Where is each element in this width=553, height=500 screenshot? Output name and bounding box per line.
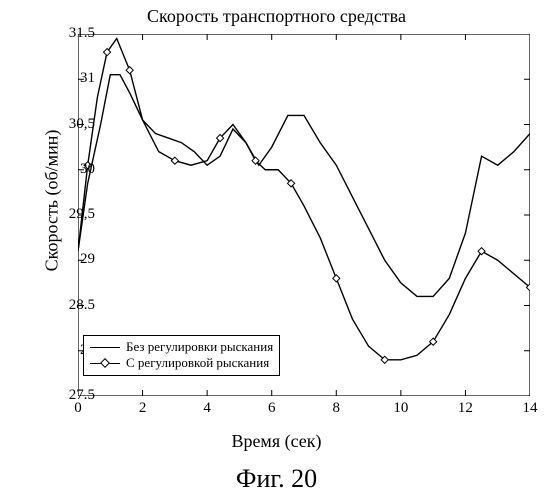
y-tick-label: 31.5 (55, 25, 95, 42)
y-tick-label: 29,5 (55, 206, 95, 223)
x-tick-label: 10 (386, 400, 416, 417)
legend-item-0: Без регулировки рыскания (90, 339, 273, 355)
x-tick-label: 14 (515, 400, 545, 417)
x-tick-label: 8 (321, 400, 351, 417)
y-tick-label: 29 (55, 251, 95, 268)
y-tick-label: 28.5 (55, 297, 95, 314)
y-tick-label: 31 (55, 70, 95, 87)
x-tick-label: 6 (257, 400, 287, 417)
legend-label-1: С регулировкой рыскания (126, 355, 269, 371)
legend-label-0: Без регулировки рыскания (126, 339, 273, 355)
figure-caption: Фиг. 20 (0, 464, 553, 494)
x-tick-label: 2 (128, 400, 158, 417)
x-tick-label: 12 (450, 400, 480, 417)
legend-line-icon (90, 342, 120, 352)
x-tick-label: 0 (63, 400, 93, 417)
y-tick-label: 30,5 (55, 116, 95, 133)
legend: Без регулировки рыскания С регулировкой … (83, 335, 280, 376)
legend-line-marker-icon (90, 358, 120, 368)
x-axis-label: Время (сек) (0, 431, 553, 452)
legend-item-1: С регулировкой рыскания (90, 355, 273, 371)
chart-container: Скорость транспортного средства Скорость… (0, 0, 553, 500)
x-tick-label: 4 (192, 400, 222, 417)
y-tick-label: 30 (55, 161, 95, 178)
chart-title: Скорость транспортного средства (0, 6, 553, 27)
